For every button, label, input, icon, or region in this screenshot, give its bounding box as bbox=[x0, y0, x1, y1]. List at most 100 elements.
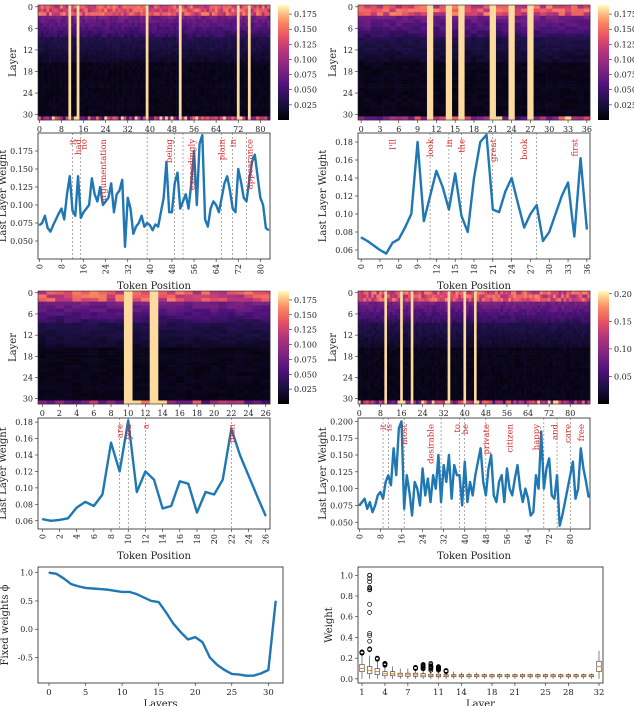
heat-cell bbox=[495, 19, 503, 24]
heat-cell bbox=[252, 351, 262, 355]
heat-cell bbox=[106, 368, 116, 373]
heat-cell bbox=[252, 375, 262, 380]
heat-cell bbox=[79, 109, 83, 114]
heat-cell bbox=[552, 87, 559, 92]
heat-cell bbox=[267, 26, 271, 31]
heat-cell bbox=[166, 351, 176, 355]
heat-cell bbox=[464, 30, 472, 35]
heat-cell bbox=[571, 26, 578, 31]
heat-cell bbox=[79, 37, 83, 42]
heat-cell bbox=[98, 94, 102, 99]
heat-cell bbox=[258, 105, 263, 110]
heat-cell bbox=[178, 98, 182, 103]
heat-cell bbox=[148, 76, 152, 81]
heat-cell bbox=[483, 33, 490, 38]
heat-cell bbox=[192, 44, 196, 49]
heat-cell bbox=[206, 105, 210, 110]
heat-cell bbox=[195, 105, 199, 110]
heat-cell bbox=[253, 73, 257, 78]
heat-cell bbox=[258, 62, 263, 67]
heat-cell bbox=[533, 12, 541, 17]
heat-cell bbox=[51, 22, 55, 27]
heat-cell bbox=[166, 298, 176, 302]
heat-cell bbox=[140, 55, 144, 60]
heat-cell bbox=[176, 33, 180, 38]
heat-cell bbox=[198, 19, 202, 24]
heat-cell bbox=[93, 116, 97, 121]
heat-cell bbox=[63, 308, 73, 313]
heat-cell bbox=[235, 291, 245, 295]
heat-cell bbox=[470, 76, 478, 81]
heat-cell bbox=[206, 94, 210, 99]
heat-cell bbox=[242, 58, 246, 63]
heat-cell bbox=[162, 8, 166, 13]
heat-cell bbox=[521, 8, 528, 13]
heat-cell bbox=[521, 91, 528, 96]
y-tick-label: 0.12 bbox=[335, 192, 353, 201]
heat-cell bbox=[38, 386, 47, 391]
heat-cell bbox=[225, 91, 229, 96]
heat-cell bbox=[539, 48, 547, 53]
heat-cell bbox=[40, 51, 44, 56]
heat-cell bbox=[225, 33, 229, 38]
heat-cell bbox=[54, 69, 58, 74]
heat-cell bbox=[483, 30, 490, 35]
heat-cell bbox=[483, 62, 490, 67]
heat-cell bbox=[43, 73, 47, 78]
heat-cell bbox=[46, 386, 56, 391]
data-point bbox=[232, 208, 234, 210]
heat-cell bbox=[250, 15, 254, 20]
heat-cell bbox=[261, 301, 271, 306]
heat-cell bbox=[253, 44, 257, 49]
heat-cell bbox=[489, 40, 497, 45]
heat-cell bbox=[98, 33, 102, 38]
heat-cell bbox=[192, 30, 196, 35]
colorbar-tick-label: 0.050 bbox=[294, 86, 317, 95]
heat-cell bbox=[571, 73, 578, 78]
heat-cell bbox=[38, 326, 47, 331]
heat-cell bbox=[46, 98, 50, 103]
heat-cell bbox=[84, 112, 89, 117]
heat-cell bbox=[166, 382, 176, 387]
heat-cell bbox=[483, 91, 490, 96]
heat-cell bbox=[234, 15, 238, 20]
heat-cell bbox=[235, 336, 245, 341]
heat-cell bbox=[223, 55, 227, 60]
heat-cell bbox=[452, 116, 459, 121]
heat-cell bbox=[242, 105, 246, 110]
heat-cell bbox=[181, 37, 185, 42]
heat-cell bbox=[583, 22, 591, 27]
heat-cell bbox=[228, 26, 232, 31]
heat-cell bbox=[101, 76, 105, 81]
heat-cell bbox=[577, 30, 585, 35]
heat-cell bbox=[514, 105, 522, 110]
heat-cell bbox=[231, 94, 235, 99]
heat-cell bbox=[96, 116, 100, 121]
heat-cell bbox=[38, 305, 47, 309]
heat-cell bbox=[564, 19, 572, 24]
heat-cell bbox=[165, 26, 169, 31]
colorbar-tick-label: 0.050 bbox=[614, 86, 634, 95]
heat-cell bbox=[364, 102, 371, 106]
heat-cell bbox=[51, 102, 55, 106]
heat-cell bbox=[151, 51, 155, 56]
heat-cell bbox=[51, 19, 55, 24]
heat-cell bbox=[256, 76, 260, 81]
heat-cell bbox=[483, 58, 490, 63]
heat-cell bbox=[173, 51, 177, 56]
heat-cell bbox=[159, 51, 163, 56]
heat-cell bbox=[220, 80, 224, 85]
heat-cell bbox=[253, 37, 257, 42]
heat-cell bbox=[261, 333, 271, 338]
heat-cell bbox=[162, 102, 166, 106]
heat-cell bbox=[258, 40, 263, 45]
heat-cell bbox=[181, 40, 185, 45]
heat-cell bbox=[252, 329, 262, 334]
heat-cell bbox=[489, 30, 497, 35]
heat-cell bbox=[118, 5, 122, 9]
heat-cell bbox=[401, 8, 409, 13]
heat-cell bbox=[220, 26, 224, 31]
heat-cell bbox=[420, 58, 428, 63]
heat-cell bbox=[166, 291, 176, 295]
heat-cell bbox=[115, 319, 125, 324]
